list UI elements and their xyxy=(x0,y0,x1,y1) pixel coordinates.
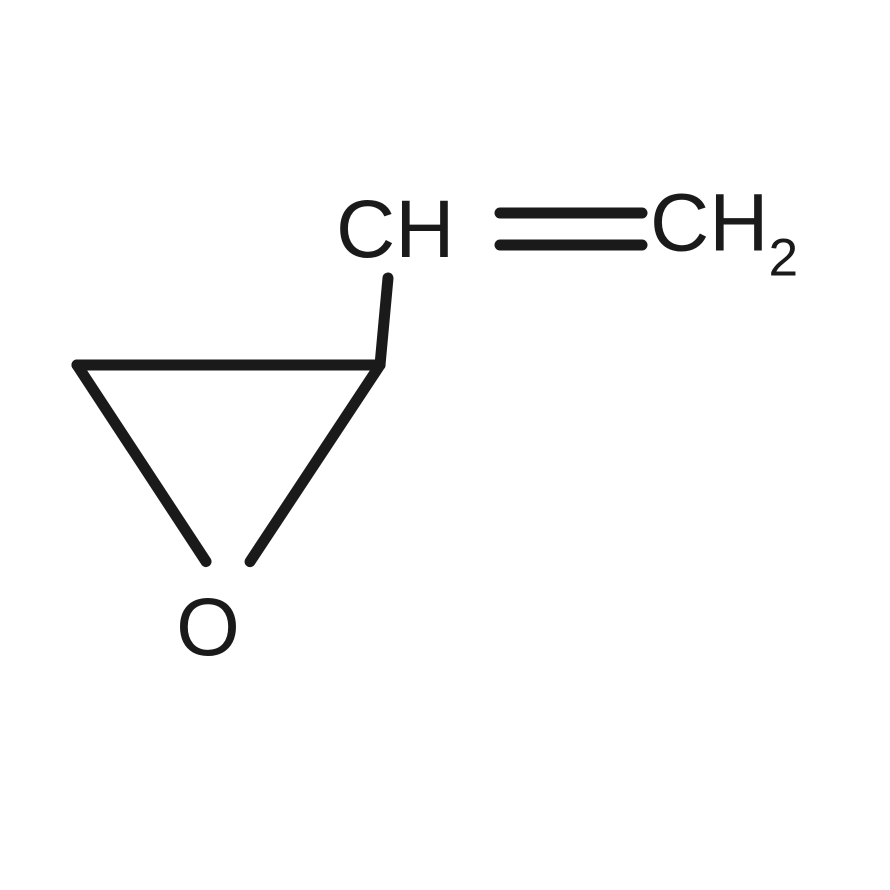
bond-lines xyxy=(0,0,890,890)
atom-CH2-sub: 2 xyxy=(768,229,798,288)
bond-to-vinyl xyxy=(380,278,388,365)
atom-CH2: CH2 xyxy=(650,183,798,278)
bond-epoxide-left xyxy=(77,365,206,562)
atom-CH-text: CH xyxy=(336,184,454,275)
atom-O-text: O xyxy=(176,582,240,673)
atom-O: O xyxy=(176,587,240,669)
bond-epoxide-right xyxy=(250,365,380,562)
chemical-structure-canvas: O CH CH2 xyxy=(0,0,890,890)
atom-CH2-text: CH xyxy=(650,178,768,269)
atom-CH: CH xyxy=(336,189,454,271)
